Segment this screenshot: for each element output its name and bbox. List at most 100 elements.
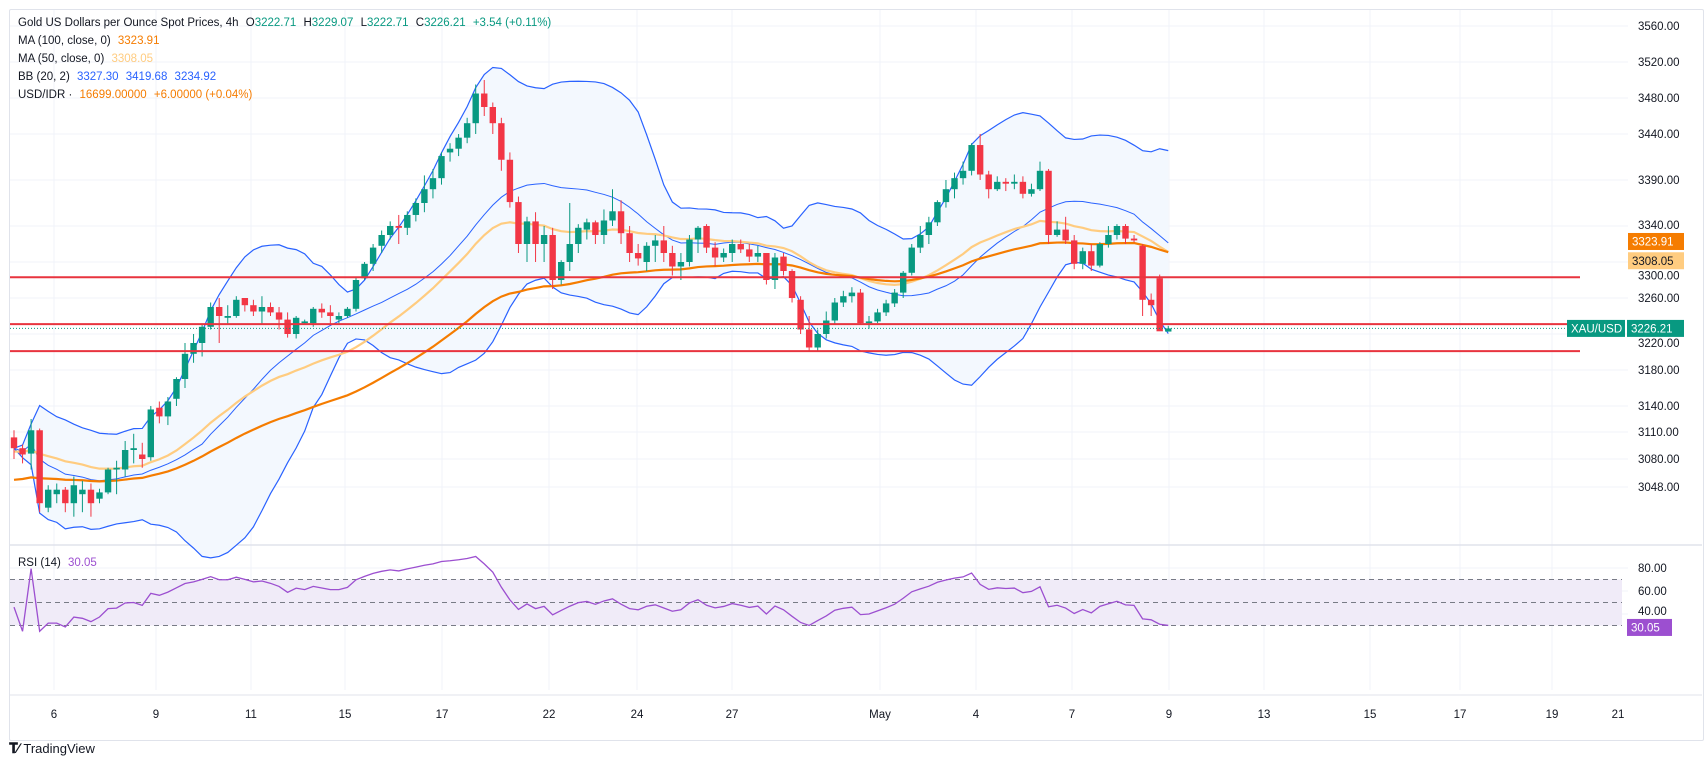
candle-body: [1028, 189, 1035, 194]
price-axis-label: 3110.00: [1638, 427, 1679, 439]
candle-body: [540, 235, 548, 244]
bb-label: BB (20, 2): [18, 71, 70, 83]
ma100-price-tag-bg: [1628, 232, 1684, 250]
price-axis-label: 3340.00: [1638, 220, 1680, 232]
candle-body: [378, 235, 385, 246]
candle-body: [1113, 226, 1121, 235]
candle-body: [703, 226, 710, 248]
candle-body: [489, 107, 496, 124]
candle-body: [258, 307, 266, 312]
ma100-legend[interactable]: MA (100, close, 0) 3323.91: [18, 35, 163, 47]
candle-body: [600, 220, 608, 235]
ma50-price-tag-bg: [1628, 252, 1684, 270]
candle-body: [62, 489, 69, 504]
bb-upper-value: 3419.68: [125, 71, 168, 83]
ma50-label: MA (50, close, 0): [18, 53, 105, 65]
candle-body: [318, 308, 325, 313]
candle-body: [27, 430, 35, 454]
candle-body: [976, 145, 984, 175]
candle-body: [891, 292, 898, 304]
candle-body: [207, 307, 214, 327]
candle-body: [831, 302, 838, 321]
last-price-tag-bg: [1627, 319, 1684, 337]
candle-body: [361, 263, 368, 279]
candle-body: [147, 409, 154, 458]
candle-body: [515, 202, 522, 244]
candle-body: [463, 123, 471, 138]
rsi-axis-label: 60.00: [1638, 586, 1667, 598]
time-axis-label: 24: [631, 709, 644, 721]
candle-body: [1105, 235, 1112, 244]
candle-body: [164, 401, 172, 417]
candle-body: [181, 353, 189, 379]
usdidr-legend[interactable]: USD/IDR · 16699.00000 +6.00000 (+0.04%): [18, 89, 256, 101]
time-axis-label: 4: [973, 709, 980, 721]
candle-body: [310, 308, 317, 324]
candle-body: [412, 203, 420, 215]
candle-body: [284, 319, 291, 334]
candle-body: [292, 317, 300, 334]
candle-body: [660, 240, 667, 253]
bollinger-basis-line: [13, 182, 1169, 482]
candle-body: [985, 174, 992, 190]
candle-body: [45, 489, 52, 508]
low-value: 3222.71: [366, 17, 409, 29]
candle-body: [472, 93, 479, 124]
candle-body: [882, 303, 890, 313]
bb-legend[interactable]: BB (20, 2) 3327.30 3419.68 3234.92: [18, 71, 220, 83]
candle-body: [694, 227, 702, 240]
candle-body: [301, 321, 308, 324]
rsi-axis-label: 80.00: [1638, 563, 1667, 575]
candle-body: [481, 93, 488, 107]
ma50-price-tag: 3308.05: [1632, 256, 1674, 268]
candle-body: [190, 343, 197, 354]
rsi-last-tag-bg: [1627, 618, 1672, 636]
open-label: O: [245, 17, 255, 29]
candle-body: [1019, 181, 1027, 194]
candle-body: [1079, 251, 1086, 264]
candle-body: [1165, 328, 1172, 332]
candle-body: [917, 235, 924, 248]
candle-body: [506, 159, 514, 203]
candle-body: [532, 221, 539, 244]
candle-body: [53, 489, 60, 495]
candle-body: [156, 407, 163, 417]
candle-body: [446, 148, 454, 153]
time-axis-label: 9: [1166, 709, 1172, 721]
candle-body: [968, 145, 975, 171]
time-axis-label: 15: [1364, 709, 1377, 721]
close-value: 3226.21: [424, 17, 466, 29]
price-axis-label: 3140.00: [1638, 401, 1680, 413]
price-axis-label: 3260.00: [1638, 293, 1680, 305]
candle-body: [113, 467, 120, 470]
candles-group: [10, 80, 1172, 517]
candle-body: [87, 489, 95, 504]
time-axis-label: 17: [1454, 709, 1467, 721]
candle-body: [267, 307, 274, 313]
candle-body: [275, 312, 283, 320]
tradingview-logo[interactable]: 𝐓∕ TradingView: [9, 740, 95, 757]
candle-body: [36, 430, 43, 504]
candle-body: [959, 170, 967, 179]
candle-body: [1156, 278, 1163, 332]
time-axis-label: 15: [339, 709, 352, 721]
usdidr-label: USD/IDR ·: [18, 89, 73, 101]
candle-body: [1045, 170, 1052, 235]
ma50-legend[interactable]: MA (50, close, 0) 3308.05: [18, 53, 157, 65]
bb-lower-value: 3234.92: [174, 71, 217, 83]
ma50-line: [13, 219, 1169, 470]
rsi-label: RSI (14): [18, 557, 61, 569]
rsi-axis-label: 40.00: [1638, 606, 1667, 618]
rsi-legend[interactable]: RSI (14) 30.05: [18, 557, 101, 569]
symbol-title: Gold US Dollars per Ounce Spot Prices, 4…: [18, 17, 239, 29]
bollinger-lower-line: [13, 261, 1169, 559]
candle-body: [1096, 244, 1104, 266]
rsi-value: 30.05: [68, 557, 97, 569]
candle-body: [558, 262, 565, 280]
candle-body: [216, 307, 223, 316]
candle-body: [1147, 299, 1155, 306]
time-axis-label: 17: [436, 709, 449, 721]
candle-body: [592, 222, 599, 235]
candle-body: [438, 156, 445, 179]
